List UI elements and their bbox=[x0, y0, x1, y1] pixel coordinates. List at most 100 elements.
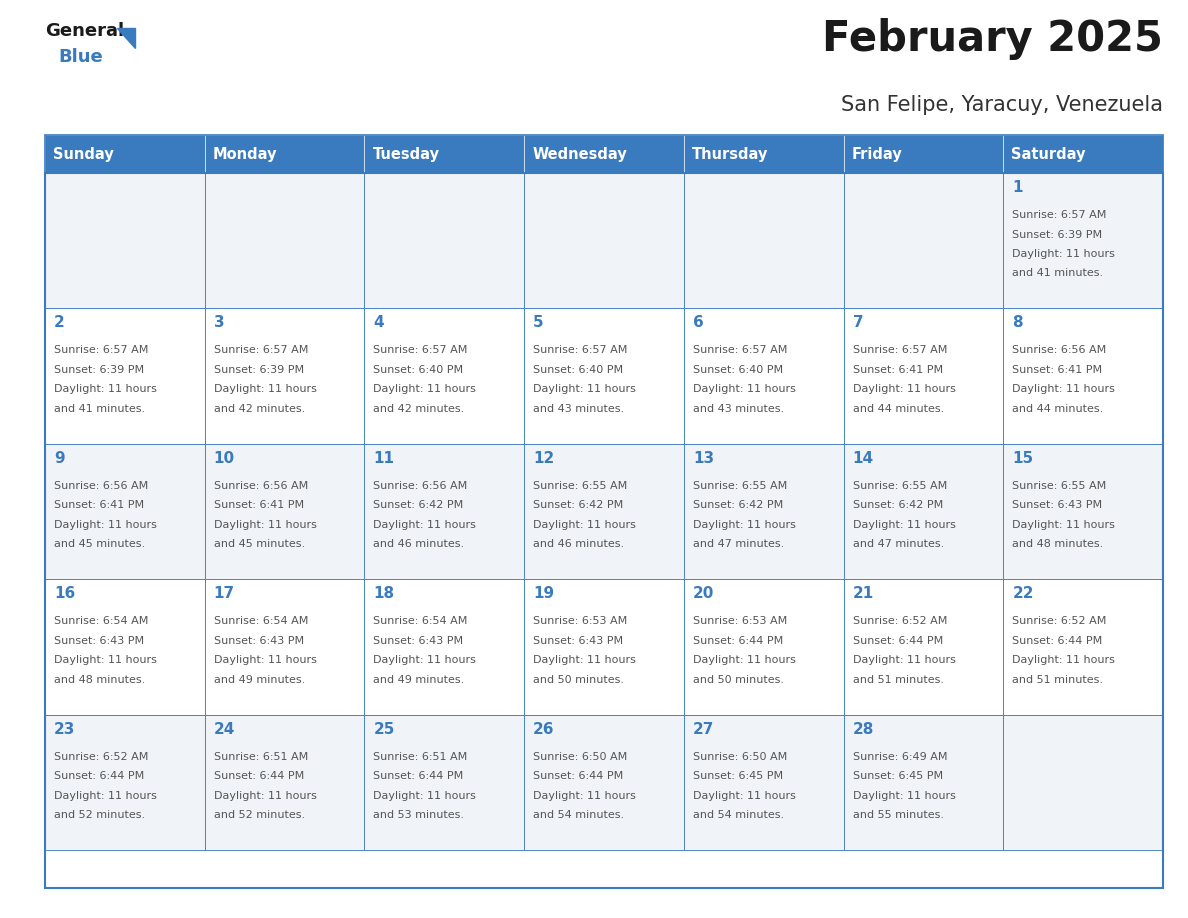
Text: Daylight: 11 hours: Daylight: 11 hours bbox=[53, 790, 157, 800]
Text: Sunrise: 6:53 AM: Sunrise: 6:53 AM bbox=[533, 616, 627, 626]
Text: 8: 8 bbox=[1012, 316, 1023, 330]
Text: Sunset: 6:43 PM: Sunset: 6:43 PM bbox=[533, 635, 624, 645]
Text: Daylight: 11 hours: Daylight: 11 hours bbox=[533, 520, 636, 530]
Text: 10: 10 bbox=[214, 451, 235, 465]
Text: 28: 28 bbox=[853, 722, 874, 736]
Text: and 55 minutes.: and 55 minutes. bbox=[853, 810, 943, 820]
Text: and 41 minutes.: and 41 minutes. bbox=[1012, 268, 1104, 278]
Text: Sunset: 6:44 PM: Sunset: 6:44 PM bbox=[533, 771, 624, 781]
Text: Daylight: 11 hours: Daylight: 11 hours bbox=[214, 520, 316, 530]
Text: February 2025: February 2025 bbox=[822, 18, 1163, 60]
Text: 26: 26 bbox=[533, 722, 555, 736]
Text: Sunset: 6:39 PM: Sunset: 6:39 PM bbox=[214, 364, 304, 375]
Text: Daylight: 11 hours: Daylight: 11 hours bbox=[53, 385, 157, 395]
Text: Daylight: 11 hours: Daylight: 11 hours bbox=[693, 520, 796, 530]
Text: 7: 7 bbox=[853, 316, 864, 330]
Text: and 54 minutes.: and 54 minutes. bbox=[533, 810, 624, 820]
Text: Daylight: 11 hours: Daylight: 11 hours bbox=[853, 655, 955, 666]
Text: Daylight: 11 hours: Daylight: 11 hours bbox=[214, 385, 316, 395]
Text: Sunrise: 6:57 AM: Sunrise: 6:57 AM bbox=[53, 345, 148, 355]
Bar bbox=[524, 443, 684, 579]
Text: Blue: Blue bbox=[58, 48, 102, 66]
Text: Sunrise: 6:56 AM: Sunrise: 6:56 AM bbox=[53, 481, 148, 491]
Bar bbox=[843, 135, 1004, 173]
Text: and 52 minutes.: and 52 minutes. bbox=[214, 810, 305, 820]
Text: 22: 22 bbox=[1012, 587, 1034, 601]
Text: 27: 27 bbox=[693, 722, 714, 736]
Text: Sunrise: 6:57 AM: Sunrise: 6:57 AM bbox=[373, 345, 468, 355]
Text: Daylight: 11 hours: Daylight: 11 hours bbox=[693, 790, 796, 800]
Text: Sunset: 6:45 PM: Sunset: 6:45 PM bbox=[853, 771, 943, 781]
Text: and 49 minutes.: and 49 minutes. bbox=[214, 675, 305, 685]
Text: Daylight: 11 hours: Daylight: 11 hours bbox=[214, 790, 316, 800]
Text: 20: 20 bbox=[693, 587, 714, 601]
Text: Sunset: 6:40 PM: Sunset: 6:40 PM bbox=[533, 364, 624, 375]
Text: Sunrise: 6:54 AM: Sunrise: 6:54 AM bbox=[53, 616, 148, 626]
Text: Sunset: 6:40 PM: Sunset: 6:40 PM bbox=[693, 364, 783, 375]
Text: Daylight: 11 hours: Daylight: 11 hours bbox=[853, 790, 955, 800]
Bar bbox=[45, 714, 204, 850]
Text: and 51 minutes.: and 51 minutes. bbox=[1012, 675, 1104, 685]
Bar bbox=[684, 443, 843, 579]
Text: Sunrise: 6:56 AM: Sunrise: 6:56 AM bbox=[1012, 345, 1106, 355]
Bar bbox=[524, 308, 684, 443]
Bar bbox=[365, 135, 524, 173]
Text: Daylight: 11 hours: Daylight: 11 hours bbox=[53, 655, 157, 666]
Text: and 53 minutes.: and 53 minutes. bbox=[373, 810, 465, 820]
Bar bbox=[45, 579, 204, 714]
Bar bbox=[524, 173, 684, 308]
Text: Sunset: 6:44 PM: Sunset: 6:44 PM bbox=[853, 635, 943, 645]
Text: 13: 13 bbox=[693, 451, 714, 465]
Text: Sunrise: 6:54 AM: Sunrise: 6:54 AM bbox=[373, 616, 468, 626]
Text: and 49 minutes.: and 49 minutes. bbox=[373, 675, 465, 685]
Text: Sunrise: 6:57 AM: Sunrise: 6:57 AM bbox=[214, 345, 308, 355]
Text: Daylight: 11 hours: Daylight: 11 hours bbox=[1012, 385, 1116, 395]
Text: 17: 17 bbox=[214, 587, 235, 601]
Text: and 45 minutes.: and 45 minutes. bbox=[214, 539, 305, 549]
Text: Sunset: 6:42 PM: Sunset: 6:42 PM bbox=[693, 500, 783, 510]
Bar bbox=[204, 714, 365, 850]
Text: Sunrise: 6:55 AM: Sunrise: 6:55 AM bbox=[853, 481, 947, 491]
Text: 24: 24 bbox=[214, 722, 235, 736]
Text: Sunrise: 6:55 AM: Sunrise: 6:55 AM bbox=[533, 481, 627, 491]
Text: Friday: Friday bbox=[852, 147, 903, 162]
Text: Daylight: 11 hours: Daylight: 11 hours bbox=[373, 385, 476, 395]
Text: Sunrise: 6:52 AM: Sunrise: 6:52 AM bbox=[53, 752, 148, 762]
Text: Sunday: Sunday bbox=[53, 147, 114, 162]
Bar bbox=[365, 308, 524, 443]
Text: Sunrise: 6:55 AM: Sunrise: 6:55 AM bbox=[1012, 481, 1106, 491]
Text: Daylight: 11 hours: Daylight: 11 hours bbox=[373, 790, 476, 800]
Text: Saturday: Saturday bbox=[1011, 147, 1086, 162]
Text: Sunset: 6:42 PM: Sunset: 6:42 PM bbox=[373, 500, 463, 510]
Text: Sunset: 6:44 PM: Sunset: 6:44 PM bbox=[1012, 635, 1102, 645]
Bar bbox=[45, 308, 204, 443]
Text: Daylight: 11 hours: Daylight: 11 hours bbox=[853, 385, 955, 395]
Text: and 42 minutes.: and 42 minutes. bbox=[373, 404, 465, 414]
Text: Daylight: 11 hours: Daylight: 11 hours bbox=[693, 655, 796, 666]
Text: and 48 minutes.: and 48 minutes. bbox=[53, 675, 145, 685]
Text: Daylight: 11 hours: Daylight: 11 hours bbox=[693, 385, 796, 395]
Text: and 47 minutes.: and 47 minutes. bbox=[693, 539, 784, 549]
Text: Monday: Monday bbox=[213, 147, 277, 162]
Text: General: General bbox=[45, 22, 124, 40]
Text: Daylight: 11 hours: Daylight: 11 hours bbox=[1012, 655, 1116, 666]
Bar bbox=[1004, 714, 1163, 850]
Bar bbox=[684, 135, 843, 173]
Text: and 42 minutes.: and 42 minutes. bbox=[214, 404, 305, 414]
Bar bbox=[524, 135, 684, 173]
Text: Sunrise: 6:51 AM: Sunrise: 6:51 AM bbox=[373, 752, 468, 762]
Text: Sunrise: 6:56 AM: Sunrise: 6:56 AM bbox=[373, 481, 468, 491]
Text: 11: 11 bbox=[373, 451, 394, 465]
Text: 25: 25 bbox=[373, 722, 394, 736]
Text: 4: 4 bbox=[373, 316, 384, 330]
Bar bbox=[843, 173, 1004, 308]
Text: Daylight: 11 hours: Daylight: 11 hours bbox=[533, 385, 636, 395]
Text: Sunset: 6:42 PM: Sunset: 6:42 PM bbox=[533, 500, 624, 510]
Text: 23: 23 bbox=[53, 722, 75, 736]
Text: 15: 15 bbox=[1012, 451, 1034, 465]
Text: and 54 minutes.: and 54 minutes. bbox=[693, 810, 784, 820]
Text: Sunset: 6:39 PM: Sunset: 6:39 PM bbox=[1012, 230, 1102, 240]
Text: Daylight: 11 hours: Daylight: 11 hours bbox=[373, 655, 476, 666]
Bar bbox=[204, 308, 365, 443]
Text: 2: 2 bbox=[53, 316, 65, 330]
